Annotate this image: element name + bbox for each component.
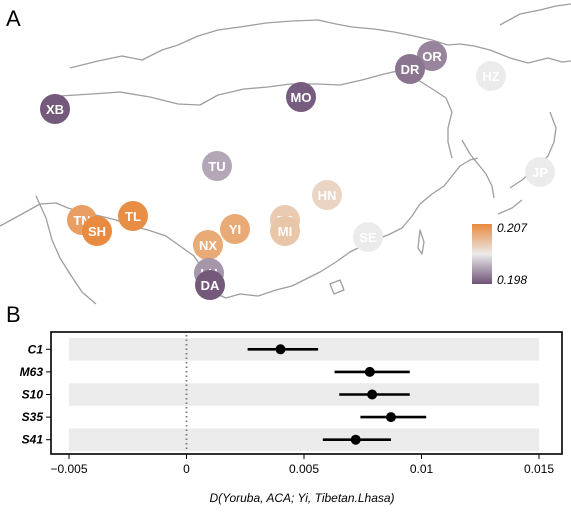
population-marker-hn: HN [312, 180, 342, 210]
population-marker-mo: MO [286, 82, 316, 112]
population-label: YI [229, 222, 241, 237]
coastline-taiwan [417, 229, 425, 255]
population-label: XB [46, 102, 64, 117]
population-label: HN [318, 188, 337, 203]
coastline-north [69, 19, 571, 69]
population-label: TU [208, 159, 225, 174]
point-m63 [364, 366, 375, 377]
population-marker-da: DA [195, 270, 225, 300]
population-label: NX [199, 238, 217, 253]
coastline-himalaya [0, 202, 207, 281]
point-s41 [350, 434, 361, 445]
population-label: JP [532, 165, 548, 180]
population-marker-tu: TU [202, 151, 232, 181]
category-label-m63: M63 [20, 365, 44, 379]
population-marker-mi: MI [270, 216, 300, 246]
population-marker-yi: YI [220, 214, 250, 244]
population-circle [286, 82, 316, 112]
panel-b-letter: B [6, 302, 21, 327]
population-circle [40, 94, 70, 124]
population-marker-sh: SH [82, 216, 112, 246]
population-circle [195, 270, 225, 300]
x-tick-label: 0 [183, 462, 190, 476]
population-circle [270, 216, 300, 246]
population-label: HZ [482, 69, 499, 84]
population-marker-jp: JP [525, 157, 555, 187]
population-label: DA [201, 278, 220, 293]
category-label-s35: S35 [22, 410, 44, 424]
population-label: TL [125, 209, 141, 224]
population-circle [202, 151, 232, 181]
population-label: MI [278, 224, 292, 239]
population-circle [312, 180, 342, 210]
population-marker-or: OR [417, 41, 447, 71]
point-s10 [367, 389, 378, 400]
coastline-japan [497, 111, 557, 215]
population-circle [220, 214, 250, 244]
color-legend: 0.207 0.198 [472, 221, 528, 287]
coastline-upper-right [499, 3, 571, 26]
point-s35 [385, 412, 396, 423]
legend-min-label: 0.198 [497, 273, 527, 287]
legend-max-label: 0.207 [497, 221, 528, 235]
population-circle [118, 201, 148, 231]
population-circle [82, 216, 112, 246]
legend-gradient-bar [472, 224, 492, 284]
population-marker-tl: TL [118, 201, 148, 231]
population-circle [417, 41, 447, 71]
coastline-korea [461, 139, 495, 199]
population-label: SE [359, 230, 377, 245]
population-circle [193, 230, 223, 260]
coastline-hainan [329, 279, 345, 295]
coastline-mongolia-border [59, 69, 453, 159]
category-label-s41: S41 [22, 433, 44, 447]
population-markers: ORDRHZXBMOTUJPHNTLTNSHTJMIYINXSELHDA [40, 41, 555, 300]
population-circle [476, 61, 506, 91]
population-label: SH [88, 224, 106, 239]
row-band [69, 383, 539, 406]
population-circle [525, 157, 555, 187]
population-marker-se: SE [353, 222, 383, 252]
category-label-s10: S10 [22, 388, 44, 402]
population-circle [395, 54, 425, 84]
population-marker-dr: DR [395, 54, 425, 84]
panel-a-letter: A [6, 6, 21, 31]
population-marker-nx: NX [193, 230, 223, 260]
population-marker-hz: HZ [476, 61, 506, 91]
population-label: OR [422, 49, 442, 64]
point-c1 [275, 344, 286, 355]
population-marker-xb: XB [40, 94, 70, 124]
coastline-subcontinent [35, 195, 97, 305]
d-statistic-plot: C1 M63 S10 S35 S41 −0.005 0 0.005 0.01 0.015 D(Yor… [20, 331, 563, 505]
population-label: MO [291, 90, 312, 105]
population-label: DR [401, 62, 420, 77]
row-band [69, 428, 539, 451]
x-axis-title: D(Yoruba, ACA; Yi, Tibetan.Lhasa) [209, 491, 394, 505]
x-tick-label: 0.005 [289, 462, 319, 476]
population-circle [353, 222, 383, 252]
category-label-c1: C1 [28, 342, 44, 356]
x-tick-label: −0.005 [50, 462, 87, 476]
x-tick-label: 0.015 [524, 462, 554, 476]
x-tick-label: 0.01 [410, 462, 434, 476]
